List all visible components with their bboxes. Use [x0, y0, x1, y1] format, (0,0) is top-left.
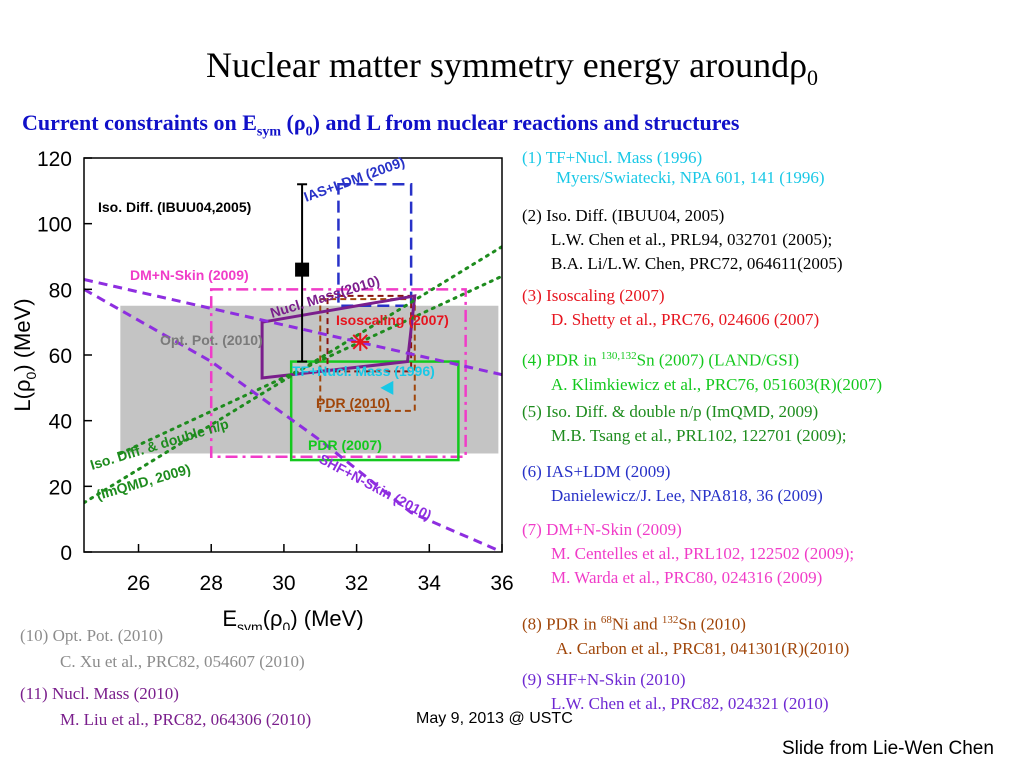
y-axis-label: L(ρ0) (MeV)	[10, 298, 39, 411]
page-title: Nuclear matter symmetry energy aroundρ0	[205, 45, 819, 91]
shf-line-lower	[84, 288, 502, 552]
ytick-label-80: 80	[49, 279, 72, 302]
ref-5: (5) Iso. Diff. & double n/p (ImQMD, 2009…	[522, 402, 847, 445]
ref-9: (9) SHF+N-Skin (2010) L.W. Chen et al., P…	[522, 670, 829, 713]
ytick-label-40: 40	[49, 411, 72, 434]
ytick-label-60: 60	[49, 345, 72, 368]
label-tf: TF+Nucl. Mass (1996)	[292, 363, 435, 379]
pdr2010-region	[319, 298, 416, 412]
chart: 0 20 40 60 80 100 120 26 28 30 32 34 36 Esym(ρ0) (MeV…	[10, 148, 514, 630]
label-shf: SHF+N-Skin (2010)	[317, 451, 435, 524]
xtick-label-30: 30	[272, 572, 295, 595]
star-marker	[351, 332, 370, 351]
xtick-label-26: 26	[127, 572, 150, 595]
ref-2: (2) Iso. Diff. (IBUU04, 2005) L.W. Chen e…	[522, 206, 843, 273]
label-pdr2010: PDR (2010)	[316, 395, 390, 411]
ref-8: (8) PDR in 68Ni and 132Sn (2010) A. Carbo…	[522, 614, 850, 658]
ref-3: (3) Isoscaling (2007) D. Shetty et al., P…	[522, 286, 820, 329]
ytick-label-20: 20	[49, 476, 72, 499]
label-optpot: Opt. Pot. (2010)	[160, 332, 263, 348]
pdr2007-region	[289, 360, 460, 462]
label-isodiff: Iso. Diff. (IBUU04,2005)	[98, 199, 251, 215]
x-axis-label: Esym(ρ0) (MeV)	[222, 606, 363, 630]
date-footer: May 9, 2013 @ USTC	[416, 710, 573, 727]
nucl-mass-region	[260, 294, 417, 380]
ytick-label-120: 120	[37, 148, 72, 171]
ias-ldm-region	[337, 183, 413, 307]
ref-6: (6) IAS+LDM (2009) Danielewicz/J. Lee, NP…	[522, 462, 823, 505]
tf-marker	[380, 380, 394, 395]
ref-1: (1) TF+Nucl. Mass (1996) Myers/Swiatecki,…	[522, 148, 825, 187]
ref-4: (4) PDR in 130,132Sn (2007) (LAND/GSI) A.…	[522, 350, 882, 394]
shf-line-upper	[84, 278, 502, 377]
dm-nskin-region	[209, 288, 467, 459]
ref-7: (7) DM+N-Skin (2009) M. Centelles et al.,…	[522, 520, 855, 587]
imqmd-line-imqmd_upper	[84, 245, 502, 505]
plot-area	[84, 183, 502, 552]
isodiff-marker	[295, 262, 310, 277]
ref-11: (11) Nucl. Mass (2010) M. Liu et al., PRC…	[20, 684, 312, 729]
ytick-label-100: 100	[37, 214, 72, 237]
imqmd-line-imqmd_lower	[118, 274, 502, 455]
credit-footer: Slide from Lie-Wen Chen	[782, 738, 994, 759]
xtick-label-32: 32	[345, 572, 368, 595]
xtick-label-34: 34	[418, 572, 442, 595]
xtick-label-28: 28	[200, 572, 223, 595]
label-dm-nskin: DM+N-Skin (2009)	[130, 267, 249, 283]
ref-10: (10) Opt. Pot. (2010) C. Xu et al., PRC82…	[20, 626, 305, 671]
label-pdr2007: PDR (2007)	[308, 437, 382, 453]
xtick-label-36: 36	[490, 572, 513, 595]
subtitle: Current constraints on Esym (ρ0) and L f…	[22, 110, 740, 140]
ytick-label-0: 0	[60, 542, 72, 565]
label-ias: IAS+LDM (2009)	[302, 153, 407, 204]
label-isoscaling: Isoscaling (2007)	[336, 312, 449, 328]
